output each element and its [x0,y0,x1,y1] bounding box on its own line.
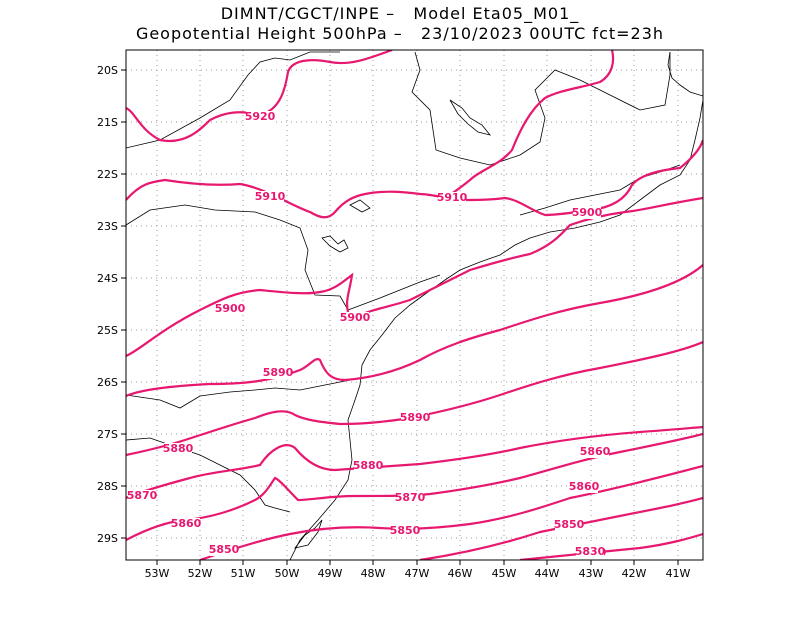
contour-label-bg [210,544,238,556]
contour-label-bg [128,490,156,502]
contour-label-5900: 5900 [215,302,246,315]
contour-label-5860: 5860 [171,517,202,530]
state-border-sp-pr [126,204,441,311]
contour-label-bg [555,519,583,531]
lat-tick-label: 20S [97,64,118,77]
contour-label-bg [216,303,244,315]
lon-tick-label: 44W [535,567,560,580]
lon-tick-label: 42W [622,567,647,580]
contour-label-5860: 5860 [569,480,600,493]
latitude-axis: 20S 21S 22S 23S 24S 25S 26S 27S 28S 29S [97,64,126,545]
contour-label-5910: 5910 [255,190,286,203]
state-border-north [126,51,340,149]
contour-label-5860: 5860 [580,445,611,458]
contour-5900-a [126,210,626,358]
longitude-axis: 53W 52W 51W 50W 49W 48W 47W 46W 45W 44W 43W 42W 41W [145,560,691,580]
contour-label-5910: 5910 [437,191,468,204]
contour-label-5890: 5890 [263,366,294,379]
contour-label-5890: 5890 [400,411,431,424]
contour-label-bg [573,207,601,219]
contour-label-bg [401,412,429,424]
contour-5890 [126,264,703,398]
contour-label-bg [341,312,369,324]
state-border-minas [411,51,671,166]
lon-tick-label: 52W [188,567,213,580]
contour-label-5900: 5900 [340,311,371,324]
contour-label-bg [438,192,466,204]
contour-label-bg [576,545,604,557]
contour-label-bg [581,446,609,458]
contour-label-5870: 5870 [395,491,426,504]
contour-label-5870: 5870 [127,489,158,502]
contour-5900-b [624,196,703,214]
state-border-pr-sc [126,379,351,409]
contour-label-bg [396,492,424,504]
lagoon-patos [294,519,323,549]
contour-label-bg [570,481,598,493]
contour-label-5920: 5920 [245,110,276,123]
contour-5880 [126,340,703,457]
chart-title-line2: Geopotential Height 500hPa – 23/10/2023 … [135,24,665,43]
lat-tick-label: 27S [97,428,118,441]
contour-label-bg [256,191,284,203]
lat-tick-label: 26S [97,376,118,389]
lon-tick-label: 41W [666,567,691,580]
lat-tick-label: 23S [97,220,118,233]
contour-5850 [199,464,703,560]
lat-tick-label: 29S [97,532,118,545]
lat-tick-label: 25S [97,324,118,337]
contour-label-bg [391,525,419,537]
lat-tick-label: 21S [97,116,118,129]
lat-tick-label: 28S [97,480,118,493]
coastline-north [667,51,703,97]
lat-tick-label: 22S [97,168,118,181]
reservoir-3 [349,199,371,213]
contour-5910-left [126,178,453,219]
contour-label-5850: 5850 [554,518,585,531]
lon-tick-label: 53W [145,567,170,580]
contour-labels: 5920 5910 5910 5900 5900 5900 5890 5890 5880 5880… [127,110,611,559]
chart-title-line1: DIMNT/CGCT/INPE – Model Eta05_M01_ [220,4,580,23]
lon-tick-label: 48W [361,567,386,580]
contour-label-5850: 5850 [209,543,240,556]
lon-tick-label: 49W [318,567,343,580]
contour-layer [126,50,703,560]
map-frame [125,49,704,561]
lon-tick-label: 50W [275,567,300,580]
contour-label-5880: 5880 [163,442,194,455]
lon-tick-label: 51W [231,567,256,580]
contour-label-bg [172,518,200,530]
lon-tick-label: 45W [492,567,517,580]
contour-5830 [519,532,703,560]
lon-tick-label: 47W [405,567,430,580]
coastline-layer [126,51,703,560]
reservoir-1 [449,99,492,136]
lon-tick-label: 46W [448,567,473,580]
reservoir-2 [321,235,349,253]
lat-tick-label: 24S [97,272,118,285]
contour-label-bg [246,111,274,123]
contour-label-bg [354,460,382,472]
contour-label-bg [164,443,192,455]
coastline [289,99,703,560]
contour-label-5900: 5900 [572,206,603,219]
contour-label-5830: 5830 [575,545,606,558]
contour-label-5880: 5880 [353,459,384,472]
lon-tick-label: 43W [579,567,604,580]
contour-label-bg [264,367,292,379]
contour-5920-right [444,50,615,199]
contour-5860 [126,432,703,541]
contour-label-5850: 5850 [390,524,421,537]
